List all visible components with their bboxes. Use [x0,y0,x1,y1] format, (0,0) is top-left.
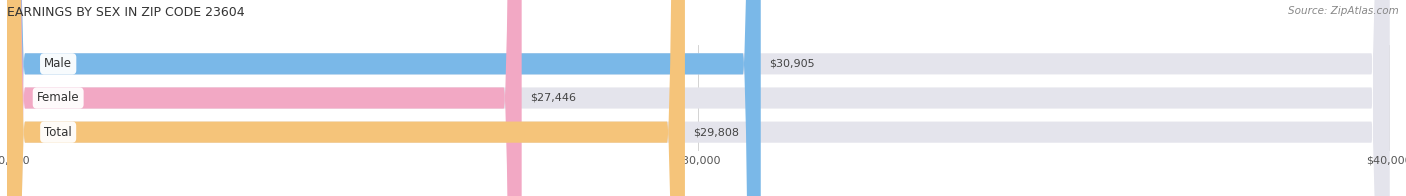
Text: Source: ZipAtlas.com: Source: ZipAtlas.com [1288,6,1399,16]
Text: $30,905: $30,905 [769,59,814,69]
FancyBboxPatch shape [7,0,522,196]
FancyBboxPatch shape [7,0,685,196]
Text: Total: Total [45,126,72,139]
Text: Male: Male [44,57,72,70]
FancyBboxPatch shape [7,0,1389,196]
Text: Female: Female [37,92,80,104]
Text: $29,808: $29,808 [693,127,740,137]
FancyBboxPatch shape [7,0,1389,196]
Text: $27,446: $27,446 [530,93,576,103]
FancyBboxPatch shape [7,0,761,196]
Text: EARNINGS BY SEX IN ZIP CODE 23604: EARNINGS BY SEX IN ZIP CODE 23604 [7,6,245,19]
FancyBboxPatch shape [7,0,1389,196]
